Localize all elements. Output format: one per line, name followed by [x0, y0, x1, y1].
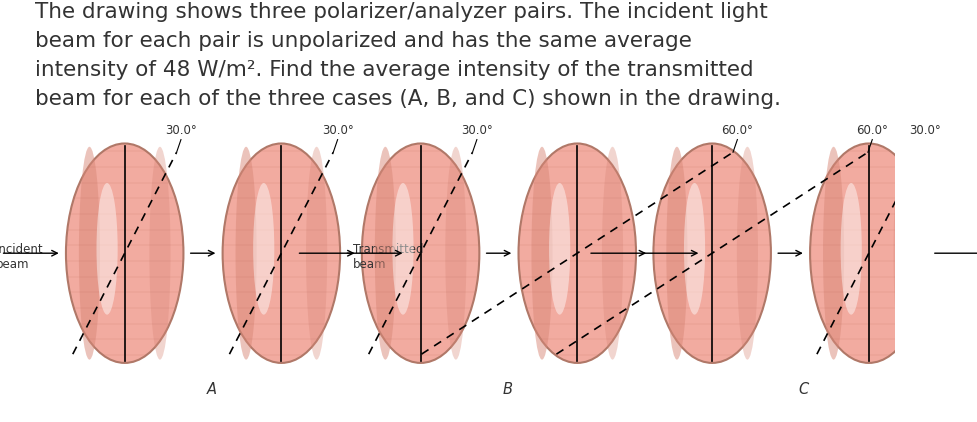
- Ellipse shape: [375, 147, 396, 360]
- Text: 30.0°: 30.0°: [910, 124, 941, 138]
- Ellipse shape: [361, 143, 480, 363]
- Ellipse shape: [894, 147, 914, 360]
- Ellipse shape: [79, 147, 100, 360]
- Text: 60.0°: 60.0°: [721, 124, 753, 138]
- Ellipse shape: [602, 147, 623, 360]
- Ellipse shape: [149, 147, 171, 360]
- Ellipse shape: [97, 183, 117, 315]
- Text: C: C: [798, 381, 809, 397]
- Ellipse shape: [666, 147, 688, 360]
- Ellipse shape: [549, 183, 571, 315]
- Ellipse shape: [737, 147, 758, 360]
- Ellipse shape: [654, 143, 771, 363]
- Ellipse shape: [840, 183, 862, 315]
- Text: The drawing shows three polarizer/analyzer pairs. The incident light
beam for ea: The drawing shows three polarizer/analyz…: [35, 2, 781, 108]
- Ellipse shape: [66, 143, 184, 363]
- Ellipse shape: [306, 147, 327, 360]
- Text: 60.0°: 60.0°: [856, 124, 888, 138]
- Ellipse shape: [531, 147, 553, 360]
- Ellipse shape: [393, 183, 413, 315]
- Text: A: A: [207, 381, 217, 397]
- Text: 30.0°: 30.0°: [165, 124, 196, 138]
- Ellipse shape: [810, 143, 927, 363]
- Ellipse shape: [235, 147, 257, 360]
- Text: Incident
beam: Incident beam: [0, 243, 44, 271]
- Ellipse shape: [253, 183, 275, 315]
- Text: 30.0°: 30.0°: [461, 124, 492, 138]
- Ellipse shape: [519, 143, 636, 363]
- Ellipse shape: [446, 147, 466, 360]
- Ellipse shape: [823, 147, 844, 360]
- Ellipse shape: [684, 183, 705, 315]
- Ellipse shape: [223, 143, 340, 363]
- Text: B: B: [502, 381, 513, 397]
- Text: 30.0°: 30.0°: [321, 124, 354, 138]
- Text: Transmitted
beam: Transmitted beam: [353, 243, 424, 271]
